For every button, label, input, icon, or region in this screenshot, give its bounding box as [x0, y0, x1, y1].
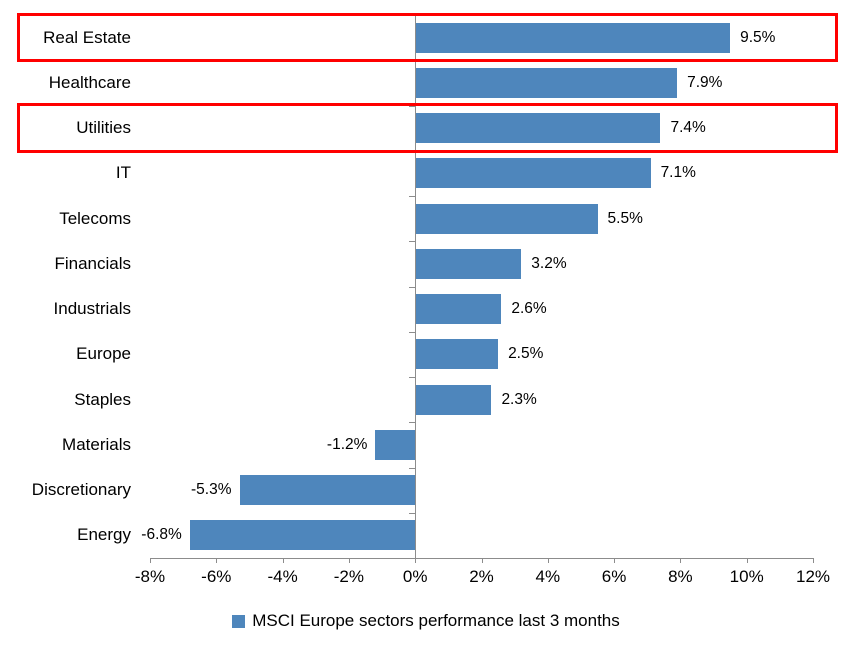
y-axis-tick [409, 105, 416, 107]
y-axis-line [415, 15, 417, 563]
value-label: -1.2% [326, 435, 368, 453]
bar [239, 475, 416, 506]
y-axis-tick [409, 60, 416, 62]
value-label: 2.5% [508, 345, 544, 363]
x-tick-label: 4% [535, 567, 561, 586]
bar [415, 113, 661, 144]
x-tick-label: 10% [729, 567, 764, 586]
x-tick-label: 6% [601, 567, 627, 586]
category-label: Staples [74, 389, 131, 409]
category-label: Industrials [53, 299, 131, 319]
x-tick-label: -6% [201, 567, 232, 586]
value-label: 2.6% [511, 300, 547, 318]
bar [415, 67, 678, 98]
x-tick-label: -8% [134, 567, 166, 586]
x-axis-tick [282, 558, 284, 563]
category-label: Healthcare [48, 72, 131, 92]
bar [415, 294, 502, 325]
bar [415, 203, 598, 234]
category-label: Energy [77, 525, 131, 545]
legend-marker-icon [232, 614, 246, 628]
y-axis-tick [409, 512, 416, 514]
y-axis-tick [409, 422, 416, 424]
category-label: IT [115, 163, 131, 183]
y-axis-tick [409, 286, 416, 288]
y-axis-tick [409, 331, 416, 333]
x-axis-tick [216, 558, 218, 563]
bar [189, 520, 416, 551]
legend-label: MSCI Europe sectors performance last 3 m… [252, 611, 620, 630]
x-axis-tick [614, 558, 616, 563]
category-label: Utilities [76, 118, 131, 138]
value-label: 3.2% [531, 254, 567, 272]
x-axis-tick [813, 558, 814, 563]
value-label: 7.1% [660, 164, 696, 182]
y-axis-tick [409, 150, 416, 152]
value-label: 5.5% [607, 209, 643, 227]
y-axis-tick [409, 196, 416, 197]
category-label: Real Estate [43, 27, 131, 47]
x-axis-tick [415, 558, 417, 563]
bar [415, 158, 651, 189]
x-axis-tick [547, 558, 549, 563]
y-axis-tick [409, 241, 416, 243]
category-label: Europe [76, 344, 131, 364]
value-label: 7.9% [687, 73, 723, 91]
x-axis-tick [481, 558, 483, 563]
y-axis-tick [409, 558, 416, 559]
x-axis-tick [150, 558, 151, 563]
value-label: -6.8% [141, 526, 182, 544]
x-tick-label: 12% [795, 567, 831, 586]
category-label: Materials [62, 434, 131, 454]
x-tick-label: 2% [469, 567, 494, 586]
bar [415, 384, 492, 415]
category-label: Financials [54, 253, 131, 273]
value-label: -5.3% [191, 481, 232, 499]
value-label: 7.4% [670, 119, 706, 137]
y-axis-tick [409, 377, 416, 378]
bar [415, 339, 499, 370]
category-label: Discretionary [31, 480, 131, 500]
y-axis-tick [409, 467, 416, 469]
x-tick-label: 0% [402, 567, 428, 586]
chart-legend: MSCI Europe sectors performance last 3 m… [0, 611, 852, 631]
x-axis-tick [680, 558, 682, 563]
y-axis-tick [409, 15, 416, 16]
x-tick-label: 8% [668, 567, 693, 586]
x-axis-tick [348, 558, 350, 563]
x-axis-tick [746, 558, 748, 563]
bar [415, 22, 731, 53]
bar [415, 248, 522, 279]
value-label: 9.5% [740, 28, 776, 46]
value-label: 2.3% [501, 390, 537, 408]
bar [375, 429, 416, 460]
x-tick-label: -4% [267, 567, 298, 586]
x-tick-label: -2% [333, 567, 364, 586]
category-label: Telecoms [59, 208, 131, 228]
